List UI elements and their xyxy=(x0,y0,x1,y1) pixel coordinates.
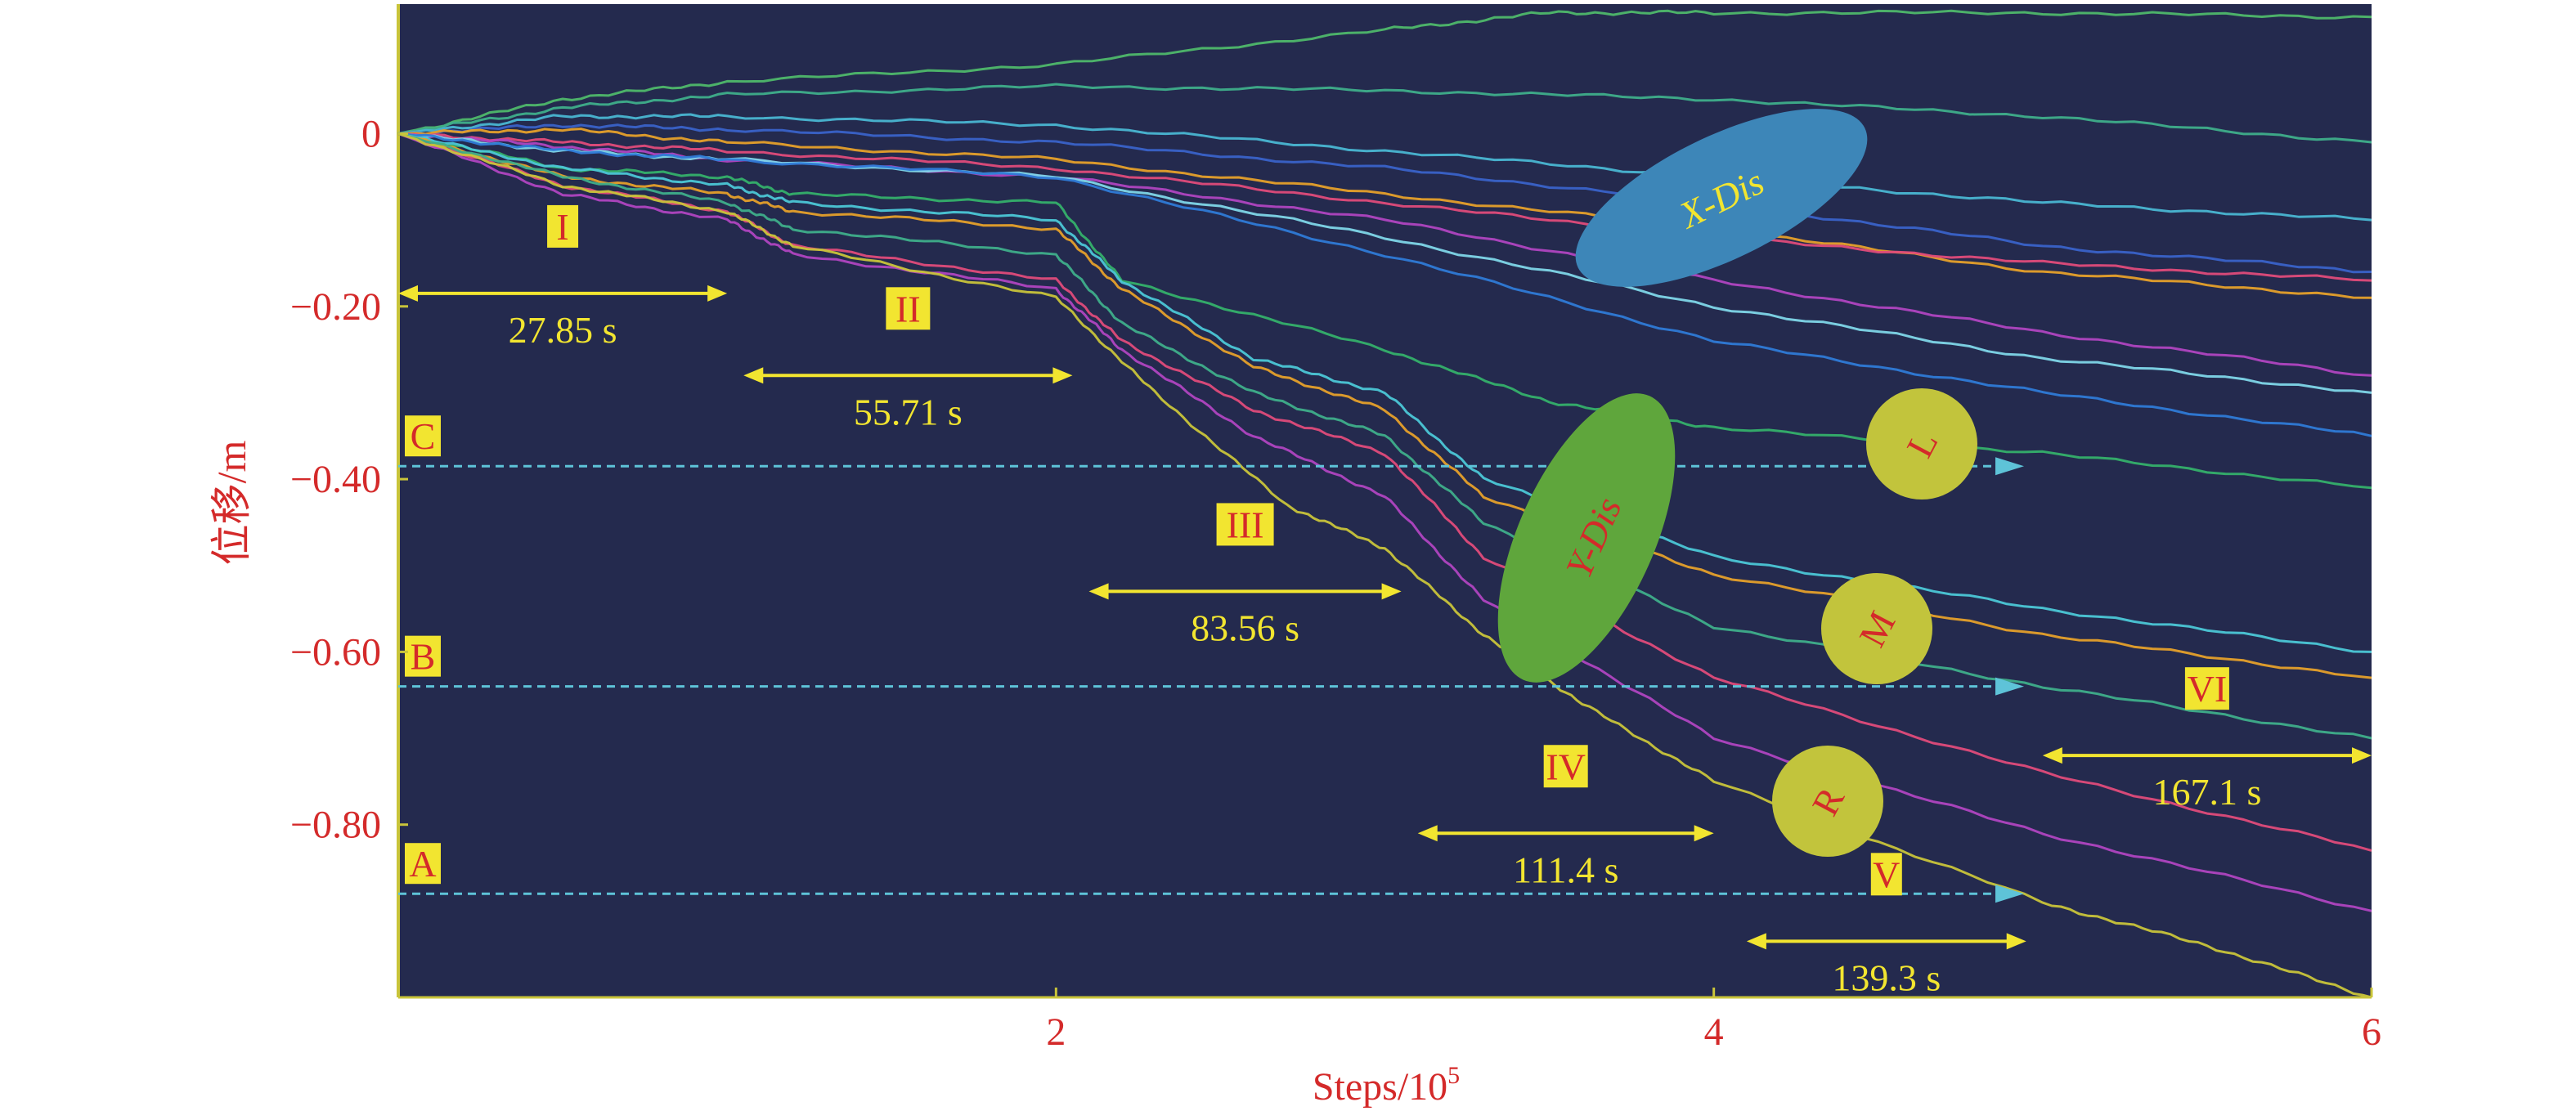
monitor-arrowhead xyxy=(1995,885,2024,903)
x-tick-label: 4 xyxy=(1704,1010,1724,1054)
x-axis-label: Steps/105 xyxy=(1313,1062,1460,1109)
series-line xyxy=(397,132,2372,437)
stage-roman-box xyxy=(886,287,931,330)
y-dis-ellipse xyxy=(1497,393,1676,683)
stage-roman-label: VI xyxy=(2188,668,2228,710)
stage-roman-label: I xyxy=(556,206,568,248)
y-tick-label: −0.80 xyxy=(290,804,381,847)
stage-roman-box xyxy=(1216,503,1274,546)
stage-time-label: 55.71 s xyxy=(854,391,963,432)
monitor-lines: C B A xyxy=(398,415,2024,903)
stage-arrowhead-left xyxy=(1746,933,1766,950)
monitor-arrowhead xyxy=(1995,677,2024,696)
stage-roman-box xyxy=(1870,853,1902,896)
axis-ticks: 2 4 6 0 −0.20 −0.40 −0.60 −0.80 xyxy=(290,112,2381,1054)
stage-arrowhead-right xyxy=(1381,583,1402,600)
stage-arrowhead-left xyxy=(2042,747,2062,764)
stage-roman-label: V xyxy=(1873,853,1900,895)
x-dis-ellipse xyxy=(1575,109,1868,287)
monitor-label: A xyxy=(409,843,436,885)
stage-arrowhead-left xyxy=(398,284,418,302)
monitor-label-box xyxy=(405,635,441,677)
stage-arrowhead-left xyxy=(1417,825,1438,842)
y-axis-label: 位移/m xyxy=(209,441,254,566)
series-line xyxy=(397,123,2372,274)
series-line xyxy=(397,83,2372,144)
y-tick-label: −0.60 xyxy=(290,630,381,674)
y-tick-label: −0.20 xyxy=(290,285,381,329)
region-circle xyxy=(1866,388,1977,500)
stage-arrowhead-right xyxy=(2352,747,2372,764)
monitor-label: C xyxy=(411,415,436,457)
stage-time-label: 83.56 s xyxy=(1191,607,1299,648)
region-circle xyxy=(1821,573,1932,684)
series-line xyxy=(397,132,2372,740)
y-tick-label: −0.40 xyxy=(290,458,381,501)
stage-arrowhead-right xyxy=(1694,825,1714,842)
monitor-label: B xyxy=(411,636,436,678)
stage-time-label: 111.4 s xyxy=(1513,849,1619,890)
stage-time-label: 167.1 s xyxy=(2152,771,2261,813)
x-tick-label: 2 xyxy=(1046,1010,1066,1054)
stage-time-label: 27.85 s xyxy=(509,309,617,351)
series-line xyxy=(397,132,2372,999)
y-tick-label: 0 xyxy=(361,112,381,155)
stage-annotations: I 27.85 s II 55.71 s III 83.56 s IV 111.4 s V 139… xyxy=(398,204,2372,998)
stage-roman-box xyxy=(1543,745,1588,788)
region-circle xyxy=(1772,746,1883,857)
stage-arrowhead-right xyxy=(1052,367,1073,384)
stage-time-label: 139.3 s xyxy=(1832,956,1941,998)
monitor-label-box xyxy=(405,843,441,885)
stage-arrowhead-right xyxy=(707,284,728,302)
series-line xyxy=(397,113,2372,222)
stage-roman-box xyxy=(2184,667,2229,710)
series-line xyxy=(397,132,2372,282)
series-lines xyxy=(397,9,2372,999)
monitor-label-box xyxy=(405,415,441,457)
stage-roman-box xyxy=(547,204,579,248)
stage-arrowhead-left xyxy=(743,367,764,384)
stage-roman-label: II xyxy=(895,288,921,329)
series-line xyxy=(397,9,2372,135)
series-line xyxy=(397,132,2372,653)
x-tick-label: 6 xyxy=(2362,1010,2381,1054)
stage-roman-label: IV xyxy=(1546,746,1586,787)
stage-roman-label: III xyxy=(1227,504,1264,545)
series-line xyxy=(397,132,2372,377)
series-line xyxy=(397,132,2372,679)
series-line xyxy=(397,128,2372,299)
stage-arrowhead-left xyxy=(1088,583,1109,600)
monitor-arrowhead xyxy=(1995,457,2024,476)
stage-arrowhead-right xyxy=(2006,933,2026,950)
plot-background xyxy=(398,4,2372,997)
series-line xyxy=(397,132,2372,912)
